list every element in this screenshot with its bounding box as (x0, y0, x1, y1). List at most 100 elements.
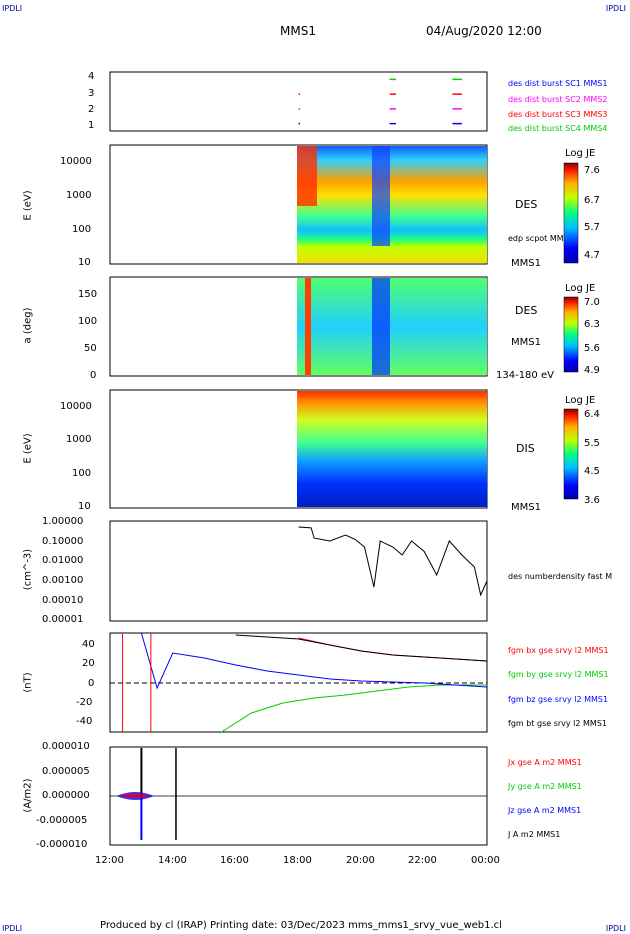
bfield-series-bz (140, 632, 488, 690)
dis-energy-cbar-tick-1: 5.5 (584, 438, 600, 449)
des-pitch-mms-label: MMS1 (511, 337, 541, 348)
burst-ytick-1: 1 (88, 120, 95, 131)
footer-text: Produced by cl (IRAP) Printing date: 03/… (100, 920, 502, 931)
density-ytick-3: 0.00100 (42, 575, 84, 586)
xtick-1800: 18:00 (283, 855, 312, 866)
xtick-1400: 14:00 (158, 855, 187, 866)
des-energy-fill (297, 146, 487, 263)
des-energy-hot-region (297, 146, 317, 206)
bfield-series-by (219, 684, 487, 734)
footer-corner-left: IPDLI (2, 924, 23, 933)
xtick-2000: 20:00 (346, 855, 375, 866)
dis-energy-spectrogram (297, 391, 487, 507)
bfield-ytick-40: 40 (82, 639, 95, 650)
current-ytick-2: 0.000000 (42, 790, 90, 801)
corner-logo-right: IPDLI (605, 4, 626, 13)
des-energy-scpot-label: edp scpot MMS1 (508, 234, 574, 243)
current-ytick-0: 0.000010 (42, 741, 90, 752)
des-pitch-fill (297, 278, 487, 375)
des-pitch-gap-region (372, 278, 390, 375)
current-legend-jx: Jx gse A m2 MMS1 (508, 758, 582, 767)
burst-legend-sc2: des dist burst SC2 MMS2 (508, 95, 608, 104)
des-energy-spectrogram (297, 146, 487, 263)
des-energy-cbar-title: Log JE (565, 148, 596, 159)
bfield-ytick-0: 0 (88, 678, 95, 689)
bfield-legend-bx: fgm bx gse srvy l2 MMS1 (508, 646, 609, 655)
dis-energy-colorbar (563, 408, 579, 500)
des-pitch-range-label: 134-180 eV (496, 370, 554, 381)
current-jx-envelope (119, 793, 151, 798)
des-energy-ytick-1000: 1000 (66, 190, 92, 201)
des-energy-ytick-10: 10 (78, 257, 91, 268)
dis-energy-cbar-tick-0: 6.4 (584, 409, 600, 420)
xtick-1600: 16:00 (220, 855, 249, 866)
bfield-ytick-m40: -40 (76, 716, 93, 727)
bfield-legend-bz: fgm bz gse srvy l2 MMS1 (508, 695, 609, 704)
dis-energy-fill (297, 391, 487, 507)
des-energy-ytick-100: 100 (72, 224, 92, 235)
footer-corner-right: IPDLI (605, 924, 626, 933)
des-energy-cbar-tick-3: 4.7 (584, 250, 600, 261)
bfield-legend-by: fgm by gse srvy l2 MMS1 (508, 670, 609, 679)
density-ytick-4: 0.00010 (42, 595, 84, 606)
burst-ytick-3: 3 (88, 88, 95, 99)
density-ytick-5: 0.00001 (42, 614, 84, 625)
des-pitch-colorbar (563, 296, 579, 373)
des-pitch-cbar-tick-2: 5.6 (584, 343, 600, 354)
burst-legend-sc4: des dist burst SC4 MMS4 (508, 124, 608, 133)
des-energy-cbar-tick-0: 7.6 (584, 165, 600, 176)
des-pitch-ytick-50: 50 (84, 343, 97, 354)
des-pitch-cbar-title: Log JE (565, 283, 596, 294)
des-energy-ytick-10000: 10000 (60, 156, 92, 167)
dis-energy-cbar-tick-3: 3.6 (584, 495, 600, 506)
burst-legend-sc1: des dist burst SC1 MMS1 (508, 79, 608, 88)
des-energy-gap-region (372, 146, 390, 246)
burst-ytick-2: 2 (88, 104, 95, 115)
dis-energy-ytick-10: 10 (78, 501, 91, 512)
dis-energy-ytick-10000: 10000 (60, 401, 92, 412)
des-energy-cbar-tick-1: 6.7 (584, 195, 600, 206)
density-ytick-2: 0.01000 (42, 555, 84, 566)
des-pitch-cbar-tick-0: 7.0 (584, 297, 600, 308)
des-pitch-label: DES (515, 304, 538, 317)
des-energy-mms-label: MMS1 (511, 258, 541, 269)
datetime-title: 04/Aug/2020 12:00 (426, 24, 542, 38)
dis-energy-ytick-100: 100 (72, 468, 92, 479)
dis-energy-label: DIS (516, 442, 535, 455)
density-panel-frame (109, 520, 488, 622)
bfield-ytick-m20: -20 (76, 697, 93, 708)
density-series-line (298, 526, 488, 597)
bfield-series-bx (298, 637, 488, 662)
corner-logo-left: IPDLI (2, 4, 23, 13)
current-ytick-4: -0.000010 (36, 839, 88, 850)
bfield-ytick-20: 20 (82, 658, 95, 669)
current-ytick-3: -0.000005 (36, 815, 88, 826)
des-pitch-hot-stripe (305, 278, 311, 375)
spacecraft-title: MMS1 (280, 24, 316, 38)
density-ytick-1: 0.10000 (42, 536, 84, 547)
des-energy-label: DES (515, 198, 538, 211)
xtick-2200: 22:00 (408, 855, 437, 866)
des-energy-colorbar (563, 162, 579, 264)
xtick-1200: 12:00 (95, 855, 124, 866)
current-legend-jz: Jz gse A m2 MMS1 (508, 806, 582, 815)
density-ytick-0: 1.00000 (42, 516, 84, 527)
burst-legend-sc3: des dist burst SC3 MMS3 (508, 110, 608, 119)
xtick-0000: 00:00 (471, 855, 500, 866)
des-energy-cbar-tick-2: 5.7 (584, 222, 600, 233)
des-pitch-cbar-tick-3: 4.9 (584, 365, 600, 376)
dis-energy-ytick-1000: 1000 (66, 434, 92, 445)
bfield-legend-bt: fgm bt gse srvy l2 MMS1 (508, 719, 607, 728)
burst-panel-frame (109, 71, 488, 132)
des-pitch-spectrogram (297, 278, 487, 375)
current-legend-j: J A m2 MMS1 (508, 830, 561, 839)
current-legend-jy: Jy gse A m2 MMS1 (508, 782, 582, 791)
des-pitch-ytick-150: 150 (78, 289, 98, 300)
des-pitch-ytick-100: 100 (78, 316, 98, 327)
current-ytick-1: 0.000005 (42, 766, 90, 777)
dis-energy-cbar-tick-2: 4.5 (584, 466, 600, 477)
dis-energy-cbar-title: Log JE (565, 395, 596, 406)
des-pitch-cbar-tick-1: 6.3 (584, 319, 600, 330)
burst-ytick-4: 4 (88, 71, 95, 82)
